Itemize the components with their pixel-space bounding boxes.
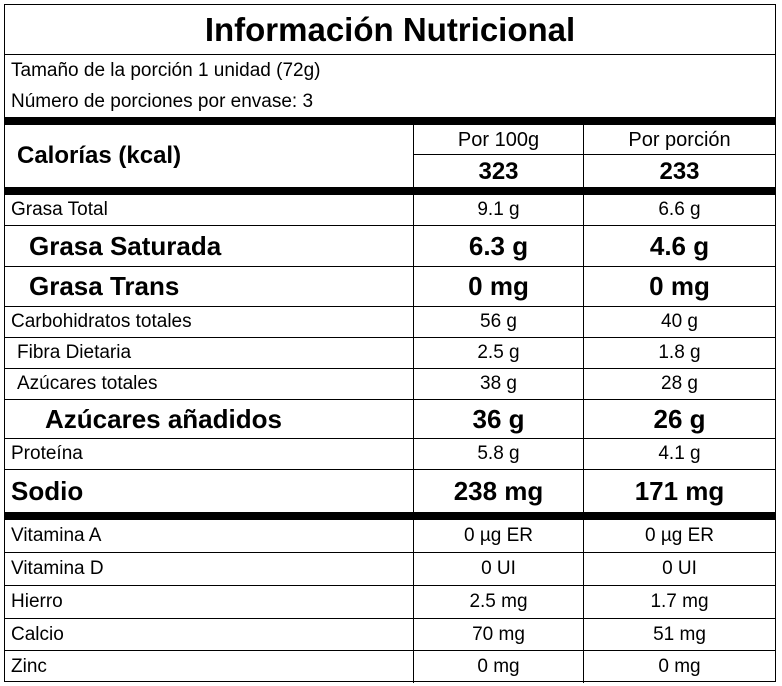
micro-row-calcio: Calcio 70 mg 51 mg: [5, 619, 775, 651]
micro-per-portion: 0 mg: [658, 656, 701, 677]
per-portion-column: Por porción 233: [584, 125, 775, 187]
nutrient-name: Grasa Trans: [5, 267, 414, 306]
thick-divider: [5, 187, 775, 195]
micro-row-vitamina-a: Vitamina A 0 µg ER 0 µg ER: [5, 520, 775, 553]
nutrient-row-fibra: Fibra Dietaria 2.5 g 1.8 g: [5, 338, 775, 369]
calories-per-100g: 323: [478, 158, 519, 185]
nutrient-per100: 36 g: [414, 400, 584, 438]
nutrient-name: Sodio: [5, 470, 414, 512]
micro-per100: 2.5 mg: [414, 586, 584, 618]
nutrient-row-grasa-trans: Grasa Trans 0 mg 0 mg: [5, 267, 775, 307]
nutrient-per-portion: 26 g: [653, 403, 706, 434]
nutrient-per100: 9.1 g: [414, 195, 584, 225]
label-title: Información Nutricional: [5, 5, 775, 55]
nutrient-per-portion: 4.1 g: [658, 443, 701, 464]
nutrient-row-grasa-saturada: Grasa Saturada 6.3 g 4.6 g: [5, 226, 775, 267]
nutrient-row-grasa-total: Grasa Total 9.1 g 6.6 g: [5, 195, 775, 226]
calories-row: Calorías (kcal) Por 100g 323 Por porción…: [5, 125, 775, 187]
nutrient-per-portion: 28 g: [661, 373, 698, 394]
nutrient-per100: 5.8 g: [414, 439, 584, 469]
micro-name: Calcio: [5, 619, 414, 650]
calories-per-portion: 233: [659, 158, 700, 185]
nutrient-name: Carbohidratos totales: [5, 307, 414, 337]
per-100g-column: Por 100g 323: [414, 125, 584, 187]
per-portion-header: Por porción: [584, 125, 775, 155]
nutrient-per100: 38 g: [414, 369, 584, 399]
nutrient-per-portion: 1.8 g: [658, 342, 701, 363]
nutrient-per-portion: 40 g: [661, 311, 698, 332]
nutrient-per-portion: 171 mg: [634, 475, 725, 506]
nutrient-row-sodio: Sodio 238 mg 171 mg: [5, 470, 775, 512]
micro-name: Zinc: [5, 651, 414, 683]
thick-divider: [5, 117, 775, 125]
nutrient-per-portion: 0 mg: [649, 271, 710, 301]
micro-per100: 0 UI: [414, 553, 584, 585]
nutrient-per100: 56 g: [414, 307, 584, 337]
nutrient-row-proteina: Proteína 5.8 g 4.1 g: [5, 439, 775, 470]
micro-name: Vitamina D: [5, 553, 414, 585]
micro-row-vitamina-d: Vitamina D 0 UI 0 UI: [5, 553, 775, 586]
nutrient-per100: 2.5 g: [414, 338, 584, 368]
nutrient-name: Azúcares totales: [5, 369, 414, 399]
micro-name: Vitamina A: [5, 520, 414, 552]
nutrient-row-azucares-anadidos: Azúcares añadidos 36 g 26 g: [5, 400, 775, 439]
nutrient-per100: 0 mg: [414, 267, 584, 306]
nutrient-name: Grasa Total: [5, 195, 414, 225]
nutrient-per100: 238 mg: [414, 470, 584, 512]
calories-label: Calorías (kcal): [5, 125, 414, 187]
per-100g-header: Por 100g: [414, 125, 583, 155]
micro-row-hierro: Hierro 2.5 mg 1.7 mg: [5, 586, 775, 619]
nutrient-per-portion: 4.6 g: [649, 230, 710, 261]
nutrient-name: Fibra Dietaria: [5, 338, 414, 368]
micro-per100: 70 mg: [414, 619, 584, 650]
nutrient-row-carbohidratos: Carbohidratos totales 56 g 40 g: [5, 307, 775, 338]
micro-per-portion: 51 mg: [653, 623, 706, 645]
nutrient-name: Grasa Saturada: [5, 226, 414, 266]
micro-per-portion: 0 µg ER: [644, 525, 715, 546]
nutrient-name: Azúcares añadidos: [5, 400, 414, 438]
nutrient-per100: 6.3 g: [414, 226, 584, 266]
nutrient-name: Proteína: [5, 439, 414, 469]
serving-size: Tamaño de la porción 1 unidad (72g): [11, 60, 321, 81]
micro-per-portion: 0 UI: [662, 558, 697, 579]
nutrient-row-azucares-totales: Azúcares totales 38 g 28 g: [5, 369, 775, 400]
micro-row-zinc: Zinc 0 mg 0 mg: [5, 651, 775, 683]
micro-per-portion: 1.7 mg: [650, 591, 709, 612]
micro-per100: 0 µg ER: [414, 520, 584, 552]
micro-name: Hierro: [5, 586, 414, 618]
thick-divider: [5, 512, 775, 520]
nutrient-per-portion: 6.6 g: [658, 199, 701, 220]
servings-per-container: Número de porciones por envase: 3: [11, 91, 314, 112]
micro-per100: 0 mg: [414, 651, 584, 683]
nutrition-label: Información Nutricional Tamaño de la por…: [4, 4, 776, 683]
